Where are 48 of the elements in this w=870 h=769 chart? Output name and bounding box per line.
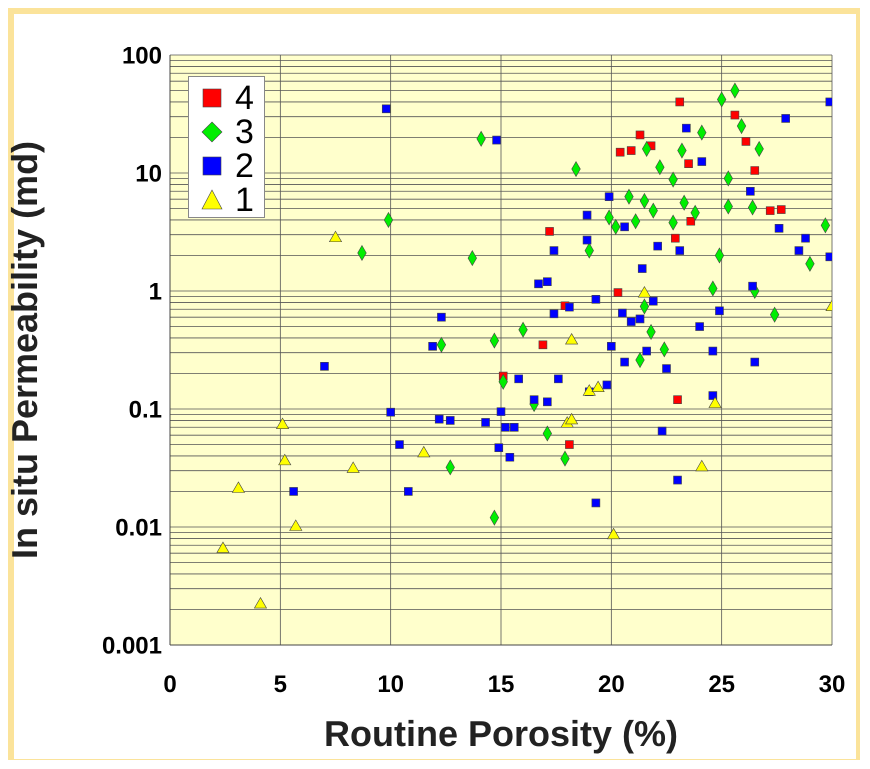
point bbox=[638, 286, 651, 298]
y-tick-label: 0.01 bbox=[115, 514, 162, 542]
point bbox=[346, 462, 360, 473]
point bbox=[675, 98, 684, 106]
point bbox=[671, 234, 680, 243]
point bbox=[742, 137, 750, 146]
y-axis-title: In situ Permeability (md) bbox=[4, 140, 45, 560]
point bbox=[626, 146, 636, 155]
point bbox=[730, 110, 740, 120]
y-tick-label: 0.001 bbox=[102, 632, 162, 660]
point bbox=[695, 460, 708, 472]
point bbox=[276, 418, 289, 429]
point bbox=[684, 159, 693, 168]
point bbox=[750, 166, 760, 175]
x-axis-title: Routine Porosity (%) bbox=[324, 713, 678, 754]
point bbox=[614, 288, 622, 297]
point bbox=[592, 380, 604, 392]
point bbox=[582, 384, 596, 396]
x-tick-label: 0 bbox=[163, 671, 177, 698]
point bbox=[565, 333, 578, 344]
y-tick-label: 0.1 bbox=[128, 396, 162, 424]
point bbox=[545, 227, 554, 236]
y-tick-label: 1 bbox=[148, 278, 162, 306]
point bbox=[289, 520, 302, 531]
x-tick-label: 20 bbox=[598, 671, 625, 698]
point bbox=[673, 395, 682, 404]
point bbox=[278, 454, 292, 466]
x-tick-label: 5 bbox=[274, 671, 288, 698]
x-tick-label: 10 bbox=[377, 671, 404, 698]
point bbox=[565, 413, 578, 424]
point bbox=[417, 446, 430, 458]
point bbox=[776, 205, 786, 214]
point bbox=[232, 482, 245, 493]
point bbox=[708, 396, 722, 408]
point bbox=[216, 542, 230, 553]
point bbox=[538, 340, 548, 350]
point bbox=[766, 206, 775, 215]
point bbox=[607, 528, 620, 540]
point bbox=[636, 130, 644, 140]
point bbox=[254, 597, 267, 608]
y-tick-label: 10 bbox=[135, 160, 162, 188]
x-tick-label: 15 bbox=[488, 671, 514, 698]
x-tick-label: 30 bbox=[818, 671, 846, 698]
x-tick-label: 25 bbox=[708, 671, 736, 698]
point bbox=[565, 440, 574, 449]
y-tick-label: 100 bbox=[122, 42, 162, 70]
point bbox=[616, 148, 624, 157]
point bbox=[686, 216, 696, 226]
